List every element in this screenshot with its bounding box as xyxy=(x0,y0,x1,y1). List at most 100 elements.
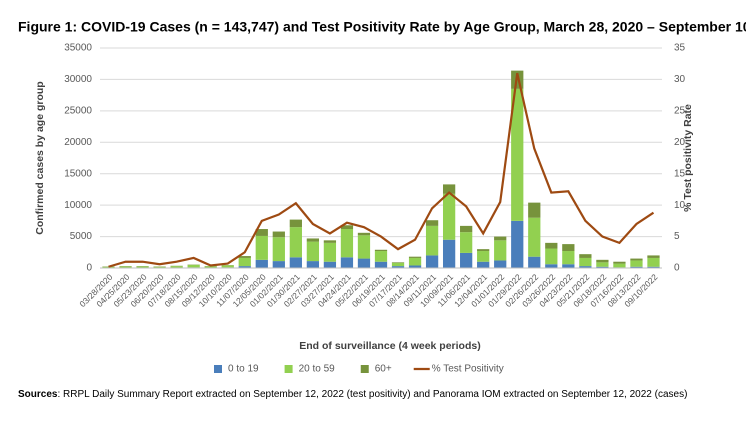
bar-segment xyxy=(477,251,490,262)
bar-segment xyxy=(596,259,609,263)
bar-segment xyxy=(528,217,541,257)
bar-segment xyxy=(511,220,524,268)
bar-segment xyxy=(460,232,473,253)
bar-segment xyxy=(323,242,337,262)
bar-segment xyxy=(528,256,541,268)
bar-segment xyxy=(579,266,592,268)
bar-segment xyxy=(374,261,388,268)
bar-segment xyxy=(119,266,132,268)
legend-swatch xyxy=(360,365,369,373)
bar-segment xyxy=(272,237,285,262)
bar-segment xyxy=(408,256,422,258)
sources-label: Sources xyxy=(18,389,58,400)
bar-segment xyxy=(545,242,558,249)
bar-segment xyxy=(340,229,354,258)
y-tick-label: 15000 xyxy=(64,168,92,179)
bar-segment xyxy=(579,254,592,258)
y2-axis-title: % Test positivity Rate xyxy=(682,104,694,212)
bar-segment xyxy=(442,239,456,268)
bar-segment xyxy=(460,225,473,233)
legend-label: 0 to 19 xyxy=(228,364,259,375)
bar-segment xyxy=(477,261,490,268)
y-tick-label: 25000 xyxy=(64,105,92,116)
y2-tick-label: 10 xyxy=(674,200,686,211)
legend-swatch xyxy=(214,365,222,373)
bar-segment xyxy=(289,219,302,228)
bar-segment xyxy=(272,231,285,238)
bar-segment xyxy=(442,193,456,240)
bar-segment xyxy=(545,264,558,268)
legend-label: 60+ xyxy=(375,364,392,375)
x-axis-title: End of surveillance (4 week periods) xyxy=(299,340,480,352)
bar-segment xyxy=(562,264,575,268)
bar-segment xyxy=(306,261,320,268)
bar-segment xyxy=(647,255,660,258)
bar-segment xyxy=(391,262,405,267)
y2-tick-label: 30 xyxy=(674,74,686,85)
bar-segment xyxy=(306,238,320,242)
bar-segment xyxy=(425,255,439,268)
bar-segment xyxy=(408,257,422,266)
y-tick-label: 10000 xyxy=(64,200,92,211)
bar-segment xyxy=(357,235,371,259)
bar-segment xyxy=(494,240,507,261)
bar-segment xyxy=(357,258,371,268)
bar-segment xyxy=(272,261,285,268)
bar-segment xyxy=(630,260,643,267)
bar-segment xyxy=(579,257,592,267)
y-tick-label: 30000 xyxy=(64,74,92,85)
bar-segment xyxy=(545,248,558,265)
y2-tick-label: 5 xyxy=(674,231,680,242)
bar-segment xyxy=(374,249,388,252)
sources: Sources: RRPL Daily Summary Report extra… xyxy=(18,389,687,400)
bar-segment xyxy=(613,261,626,264)
bar-segment xyxy=(102,266,115,268)
bar-segment xyxy=(630,258,643,261)
bar-segment xyxy=(238,257,251,267)
y2-tick-label: 35 xyxy=(674,43,686,54)
bar-segment xyxy=(255,229,268,236)
bar-segment xyxy=(374,251,388,262)
y-tick-label: 35000 xyxy=(64,43,92,54)
bar-segment xyxy=(391,266,405,268)
y-tick-label: 20000 xyxy=(64,137,92,148)
bar-segment xyxy=(255,259,268,268)
bar-segment xyxy=(340,225,354,230)
bar-segment xyxy=(289,257,302,268)
sources-text: : RRPL Daily Summary Report extracted on… xyxy=(57,389,687,400)
y2-tick-label: 0 xyxy=(674,263,680,274)
legend-label: 20 to 59 xyxy=(299,364,336,375)
bar-segment xyxy=(425,220,439,226)
y2-tick-label: 15 xyxy=(674,168,686,179)
bar-segment xyxy=(460,252,473,268)
chart-title: Figure 1: COVID-19 Cases (n = 143,747) a… xyxy=(18,19,746,35)
bar-segment xyxy=(323,261,337,268)
bar-segment xyxy=(136,266,149,268)
bar-segment xyxy=(562,251,575,265)
legend-label: % Test Positivity xyxy=(432,364,504,375)
y2-tick-label: 25 xyxy=(674,105,686,116)
line-series xyxy=(108,72,655,268)
bar-segment xyxy=(596,266,609,268)
bar-segment xyxy=(153,266,166,268)
bar-segment xyxy=(528,202,541,218)
bar-segment xyxy=(255,235,268,260)
y-tick-label: 0 xyxy=(86,263,92,274)
bar-segment xyxy=(391,262,405,263)
y-axis-title: Confirmed cases by age group xyxy=(34,81,46,234)
bar-segment xyxy=(494,260,507,268)
bar-segment xyxy=(562,244,575,252)
bar-segment xyxy=(306,241,320,262)
bar-segment xyxy=(221,265,234,268)
legend-swatch xyxy=(284,365,293,373)
bar-segment xyxy=(613,263,626,268)
bar-segment xyxy=(289,227,302,258)
bar-segment xyxy=(647,257,660,267)
bar-segment xyxy=(357,232,371,236)
bar-segment xyxy=(204,266,217,268)
bar-segment xyxy=(170,266,183,268)
bar-segment xyxy=(187,264,200,268)
bar-segment xyxy=(238,256,251,258)
y2-tick-label: 20 xyxy=(674,137,686,148)
